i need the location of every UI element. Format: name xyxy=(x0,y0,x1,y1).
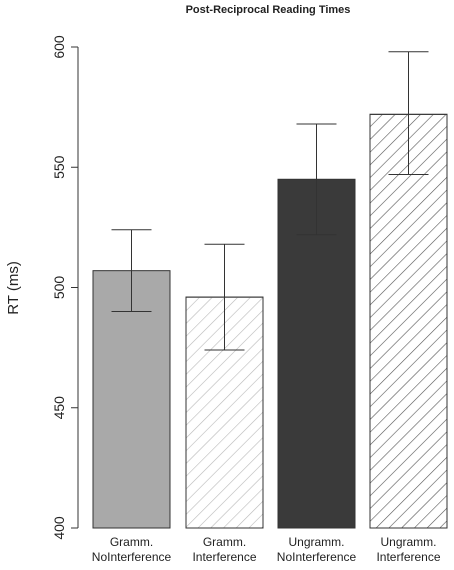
y-tick-label: 450 xyxy=(51,396,67,420)
error-bars xyxy=(111,51,429,351)
category-label: Ungramm. xyxy=(380,535,436,549)
y-tick-label: 400 xyxy=(51,516,67,540)
bar xyxy=(92,270,171,529)
y-tick-label: 600 xyxy=(51,35,67,59)
y-axis-label: RT (ms) xyxy=(5,261,22,315)
chart-title: Post-Reciprocal Reading Times xyxy=(186,4,351,16)
category-label: Interference xyxy=(376,550,440,564)
category-label: Ungramm. xyxy=(288,535,344,549)
category-label: NoInterference xyxy=(277,550,357,564)
category-label: Gramm. xyxy=(110,535,153,549)
y-axis-ticks: 400 450 500 550 600 xyxy=(51,35,78,540)
bars xyxy=(92,113,448,529)
x-axis-labels: Gramm.NoInterferenceGramm.InterferenceUn… xyxy=(92,535,441,564)
category-label: NoInterference xyxy=(92,550,172,564)
y-tick-label: 550 xyxy=(51,155,67,179)
category-label: Interference xyxy=(192,550,256,564)
bar-hatch xyxy=(369,113,448,529)
y-tick-label: 500 xyxy=(51,276,67,300)
category-label: Gramm. xyxy=(203,535,246,549)
